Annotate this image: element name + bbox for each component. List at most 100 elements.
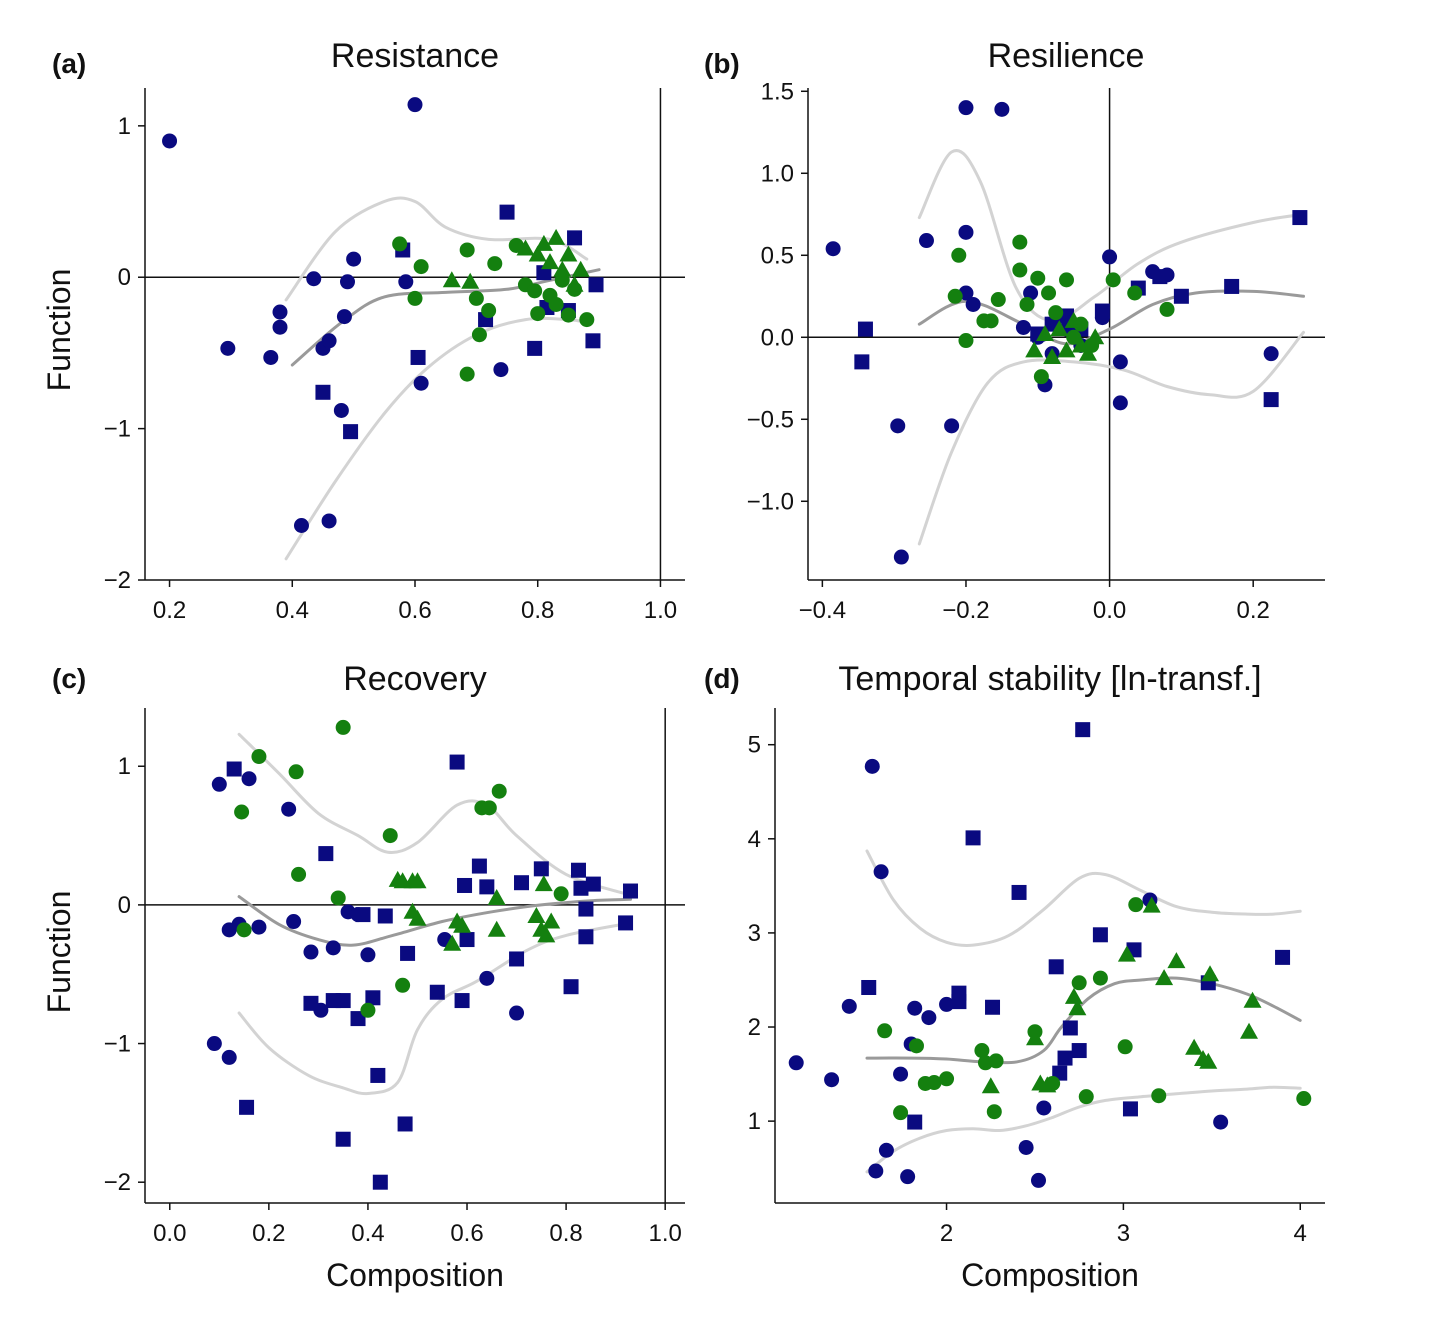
green-triangle-point [534, 875, 553, 892]
blue-square-point [907, 1114, 923, 1130]
green-circle-point [983, 313, 999, 329]
blue-circle-point [206, 1036, 222, 1052]
blue-square-point [471, 858, 487, 874]
green-triangle-point [559, 245, 578, 262]
green-circle-point [974, 1043, 990, 1059]
green-triangle-point [1068, 999, 1087, 1016]
upper-band-curve [237, 732, 632, 897]
blue-square-point [459, 932, 475, 948]
green-triangle-point [1086, 328, 1105, 345]
green-circle-point [1159, 301, 1175, 317]
blue-square-point [454, 993, 470, 1009]
blue-circle-point [788, 1055, 804, 1071]
green-circle-point [1019, 296, 1035, 312]
panel-letter: (b) [704, 48, 740, 79]
blue-circle-point [824, 1072, 840, 1088]
y-tick-label: −1 [104, 416, 131, 443]
x-tick-label: 3 [1117, 1220, 1130, 1247]
blue-square-point [854, 354, 870, 370]
green-circle-point [491, 783, 507, 799]
green-circle-point [1117, 1039, 1133, 1055]
green-triangle-point [1036, 325, 1054, 341]
blue-square-point [533, 861, 549, 877]
lower-band-curve [917, 330, 1305, 546]
green-circle-point [1066, 329, 1082, 345]
y-tick-label: 0 [118, 264, 131, 291]
green-circle-point [468, 290, 484, 306]
green-circle-point [1078, 1089, 1094, 1105]
x-tick-label: 0.8 [549, 1220, 582, 1247]
green-triangle-point [1167, 952, 1186, 969]
green-triangle-point [1079, 344, 1097, 361]
blue-square-point [1275, 949, 1291, 965]
blue-circle-point [939, 996, 955, 1012]
blue-square-point [1122, 1101, 1138, 1117]
y-tick-label: −2 [104, 567, 131, 594]
green-circle-point [234, 804, 250, 820]
green-circle-point [407, 290, 423, 306]
green-triangle-point [487, 920, 506, 937]
green-triangle-point [537, 926, 556, 943]
blue-square-point [514, 875, 530, 891]
blue-square-point [372, 1174, 388, 1190]
x-axis-label: Composition [326, 1257, 504, 1293]
blue-square-point [370, 1067, 386, 1083]
blue-circle-point [918, 233, 934, 249]
green-circle-point [236, 922, 252, 938]
green-triangle-point [1050, 320, 1069, 337]
green-circle-point [553, 886, 569, 902]
green-triangle-point [408, 872, 427, 889]
green-triangle-point [442, 271, 461, 288]
blue-circle-point [841, 998, 857, 1014]
green-circle-point [291, 866, 307, 882]
green-circle-point [392, 236, 408, 252]
x-tick-label: 1.0 [648, 1220, 681, 1247]
blue-square-point [377, 908, 393, 924]
green-circle-point [1151, 1088, 1167, 1104]
blue-circle-point [340, 274, 355, 290]
panel-a: (a) Resistance Function 0.2 0.4 0.6 0.8 1.0 −… [41, 37, 685, 624]
blue-square-point [857, 321, 873, 337]
blue-circle-point [321, 513, 337, 529]
green-circle-point [947, 288, 963, 304]
green-circle-point [1012, 234, 1028, 250]
blue-square-point [303, 995, 319, 1011]
green-triangle-point [1117, 945, 1136, 962]
y-tick-label: 3 [748, 920, 761, 947]
blue-circle-point [272, 319, 288, 335]
green-triangle-point [1025, 341, 1044, 358]
x-axis-label: Composition [961, 1257, 1139, 1293]
blue-square-point [1092, 927, 1108, 943]
blue-circle-point [994, 101, 1010, 117]
blue-square-point [985, 999, 1001, 1015]
green-circle-point [939, 1071, 955, 1087]
y-axis-label: Function [41, 269, 77, 392]
blue-circle-point [493, 362, 509, 378]
blue-square-point [239, 1099, 255, 1115]
blue-circle-point [1263, 346, 1279, 362]
panel-title: Resistance [331, 37, 499, 75]
x-tick-label: 0.2 [153, 597, 186, 624]
green-circle-point [459, 366, 475, 382]
blue-circle-point [893, 1066, 909, 1082]
green-circle-point [395, 977, 411, 993]
y-tick-label: 1 [118, 753, 131, 780]
green-circle-point [579, 312, 595, 328]
blue-square-point [499, 204, 515, 220]
x-tick-label: 0.6 [450, 1220, 483, 1247]
green-triangle-point [1043, 348, 1062, 364]
green-triangle-point [1243, 991, 1262, 1008]
blue-circle-point [303, 944, 319, 960]
panel-title: Temporal stability [ln-transf.] [838, 660, 1261, 698]
x-tick-label: 4 [1294, 1220, 1307, 1247]
green-triangle-point [1064, 987, 1083, 1004]
green-circle-point [1059, 272, 1074, 288]
blue-square-point [861, 979, 877, 995]
upper-band-curve [917, 149, 1305, 323]
fitted-curve [865, 976, 1302, 1065]
blue-square-point [1292, 210, 1308, 226]
green-triangle-point [542, 912, 561, 929]
blue-square-point [449, 754, 465, 770]
blue-square-point [570, 862, 586, 878]
